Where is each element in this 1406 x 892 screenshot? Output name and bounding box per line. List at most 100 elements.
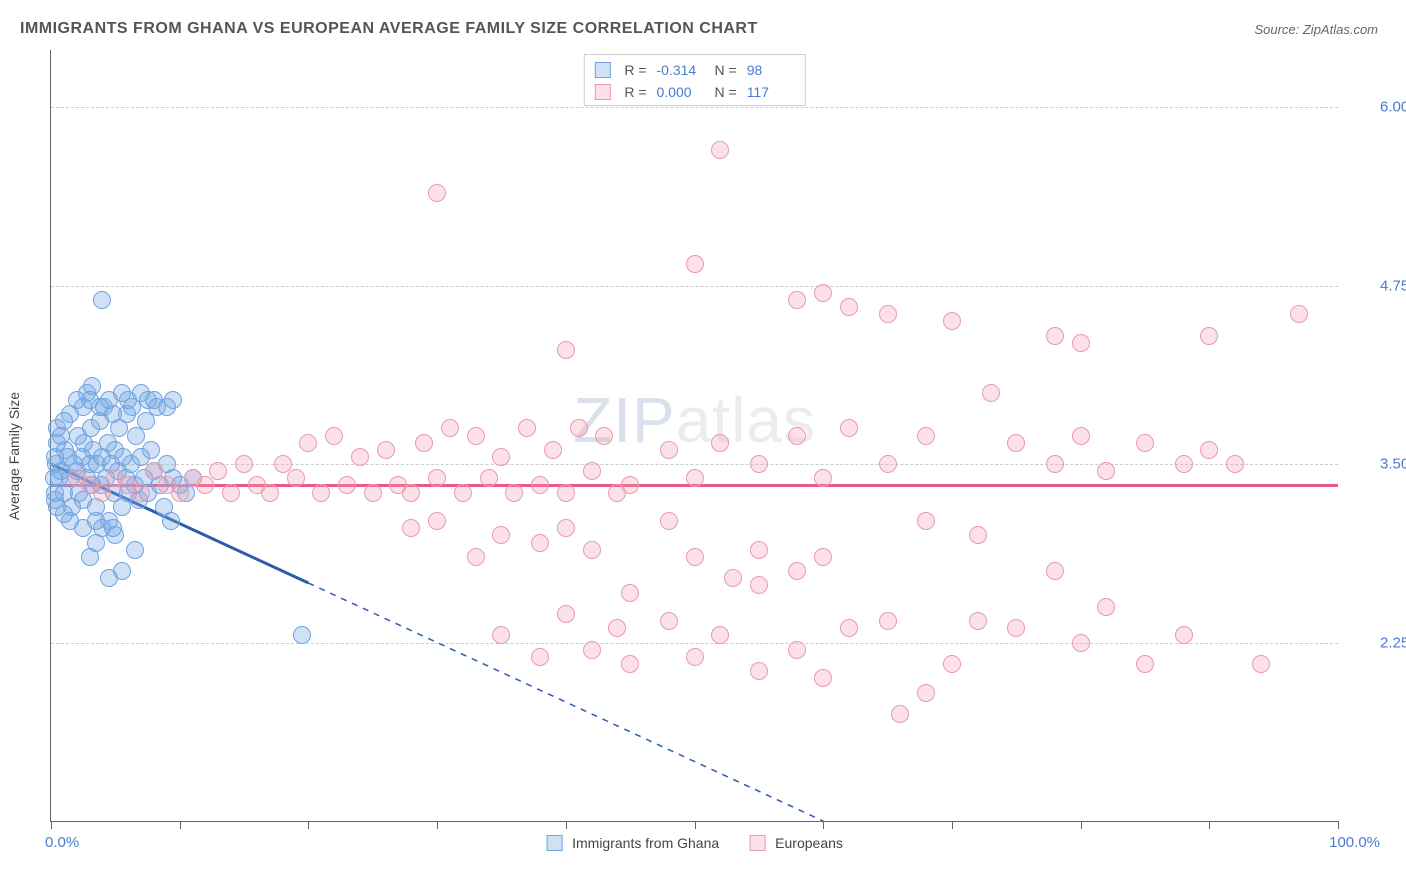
scatter-point — [287, 469, 305, 487]
legend-swatch — [546, 835, 562, 851]
scatter-point — [1136, 434, 1154, 452]
scatter-point — [480, 469, 498, 487]
scatter-point — [531, 648, 549, 666]
scatter-point — [557, 341, 575, 359]
legend-swatch — [594, 62, 610, 78]
legend-swatch — [594, 84, 610, 100]
scatter-point — [879, 305, 897, 323]
scatter-point — [428, 512, 446, 530]
y-tick-label: 4.75 — [1374, 277, 1406, 294]
scatter-point — [45, 469, 63, 487]
scatter-point — [377, 441, 395, 459]
scatter-point — [171, 484, 189, 502]
scatter-point — [428, 469, 446, 487]
scatter-point — [209, 462, 227, 480]
scatter-point — [196, 476, 214, 494]
legend-item: Immigrants from Ghana — [546, 835, 719, 851]
x-tick — [1338, 821, 1339, 829]
scatter-point — [492, 448, 510, 466]
scatter-point — [1097, 462, 1115, 480]
scatter-point — [261, 484, 279, 502]
scatter-point — [814, 548, 832, 566]
scatter-point — [52, 427, 70, 445]
scatter-point — [454, 484, 472, 502]
scatter-point — [750, 662, 768, 680]
scatter-point — [441, 419, 459, 437]
chart-title: IMMIGRANTS FROM GHANA VS EUROPEAN AVERAG… — [20, 20, 758, 38]
x-tick — [1081, 821, 1082, 829]
scatter-point — [531, 534, 549, 552]
scatter-point — [969, 612, 987, 630]
stat-n-value: 98 — [747, 59, 795, 81]
scatter-point — [104, 519, 122, 537]
scatter-point — [467, 427, 485, 445]
x-tick — [823, 821, 824, 829]
scatter-point — [750, 576, 768, 594]
scatter-point — [557, 605, 575, 623]
scatter-point — [338, 476, 356, 494]
legend-label: Europeans — [775, 835, 843, 851]
scatter-point — [595, 427, 613, 445]
x-tick — [1209, 821, 1210, 829]
scatter-point — [943, 312, 961, 330]
scatter-point — [814, 669, 832, 687]
y-axis-label: Average Family Size — [6, 392, 22, 520]
scatter-point — [840, 419, 858, 437]
scatter-point — [299, 434, 317, 452]
scatter-point — [1072, 634, 1090, 652]
scatter-point — [126, 541, 144, 559]
scatter-point — [917, 684, 935, 702]
scatter-point — [544, 441, 562, 459]
scatter-point — [415, 434, 433, 452]
scatter-point — [505, 484, 523, 502]
scatter-point — [686, 255, 704, 273]
scatter-point — [686, 469, 704, 487]
scatter-point — [1175, 626, 1193, 644]
scatter-point — [711, 626, 729, 644]
scatter-point — [814, 469, 832, 487]
scatter-point — [621, 476, 639, 494]
y-tick-label: 2.25 — [1374, 634, 1406, 651]
x-axis-max-label: 100.0% — [1329, 834, 1380, 851]
scatter-point — [660, 441, 678, 459]
scatter-point — [788, 641, 806, 659]
scatter-point — [492, 526, 510, 544]
scatter-point — [1200, 327, 1218, 345]
scatter-point — [608, 619, 626, 637]
scatter-point — [1252, 655, 1270, 673]
x-axis-min-label: 0.0% — [45, 834, 79, 851]
scatter-point — [660, 612, 678, 630]
x-tick — [308, 821, 309, 829]
y-tick-label: 3.50 — [1374, 456, 1406, 473]
stat-n-label: N = — [715, 81, 737, 103]
grid-line — [51, 107, 1338, 108]
scatter-point — [724, 569, 742, 587]
scatter-point — [943, 655, 961, 673]
x-tick — [566, 821, 567, 829]
scatter-point — [113, 562, 131, 580]
scatter-point — [879, 455, 897, 473]
plot-area: ZIPatlas R =-0.314N =98R =0.000N =117 0.… — [50, 50, 1338, 822]
chart-container: Average Family Size ZIPatlas R =-0.314N … — [50, 50, 1378, 862]
watermark: ZIPatlas — [573, 383, 816, 457]
scatter-point — [1290, 305, 1308, 323]
scatter-point — [142, 441, 160, 459]
grid-line — [51, 643, 1338, 644]
scatter-point — [840, 619, 858, 637]
scatter-point — [621, 584, 639, 602]
scatter-point — [583, 641, 601, 659]
scatter-point — [1046, 562, 1064, 580]
stat-r-value: -0.314 — [657, 59, 705, 81]
scatter-point — [686, 648, 704, 666]
scatter-point — [312, 484, 330, 502]
scatter-point — [351, 448, 369, 466]
scatter-point — [100, 391, 118, 409]
scatter-point — [531, 476, 549, 494]
scatter-point — [969, 526, 987, 544]
scatter-point — [891, 705, 909, 723]
scatter-point — [162, 512, 180, 530]
scatter-point — [428, 184, 446, 202]
x-tick — [437, 821, 438, 829]
watermark-atlas: atlas — [676, 384, 816, 456]
source-label: Source: ZipAtlas.com — [1254, 22, 1378, 37]
